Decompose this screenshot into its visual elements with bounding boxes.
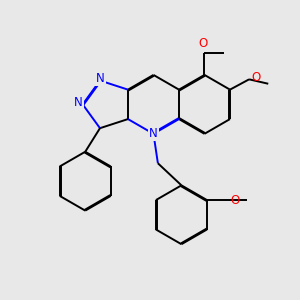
Text: O: O — [198, 37, 208, 50]
Text: O: O — [230, 194, 240, 207]
Text: N: N — [149, 127, 158, 140]
Text: O: O — [251, 71, 261, 84]
Text: N: N — [96, 72, 104, 85]
Text: N: N — [74, 96, 82, 110]
